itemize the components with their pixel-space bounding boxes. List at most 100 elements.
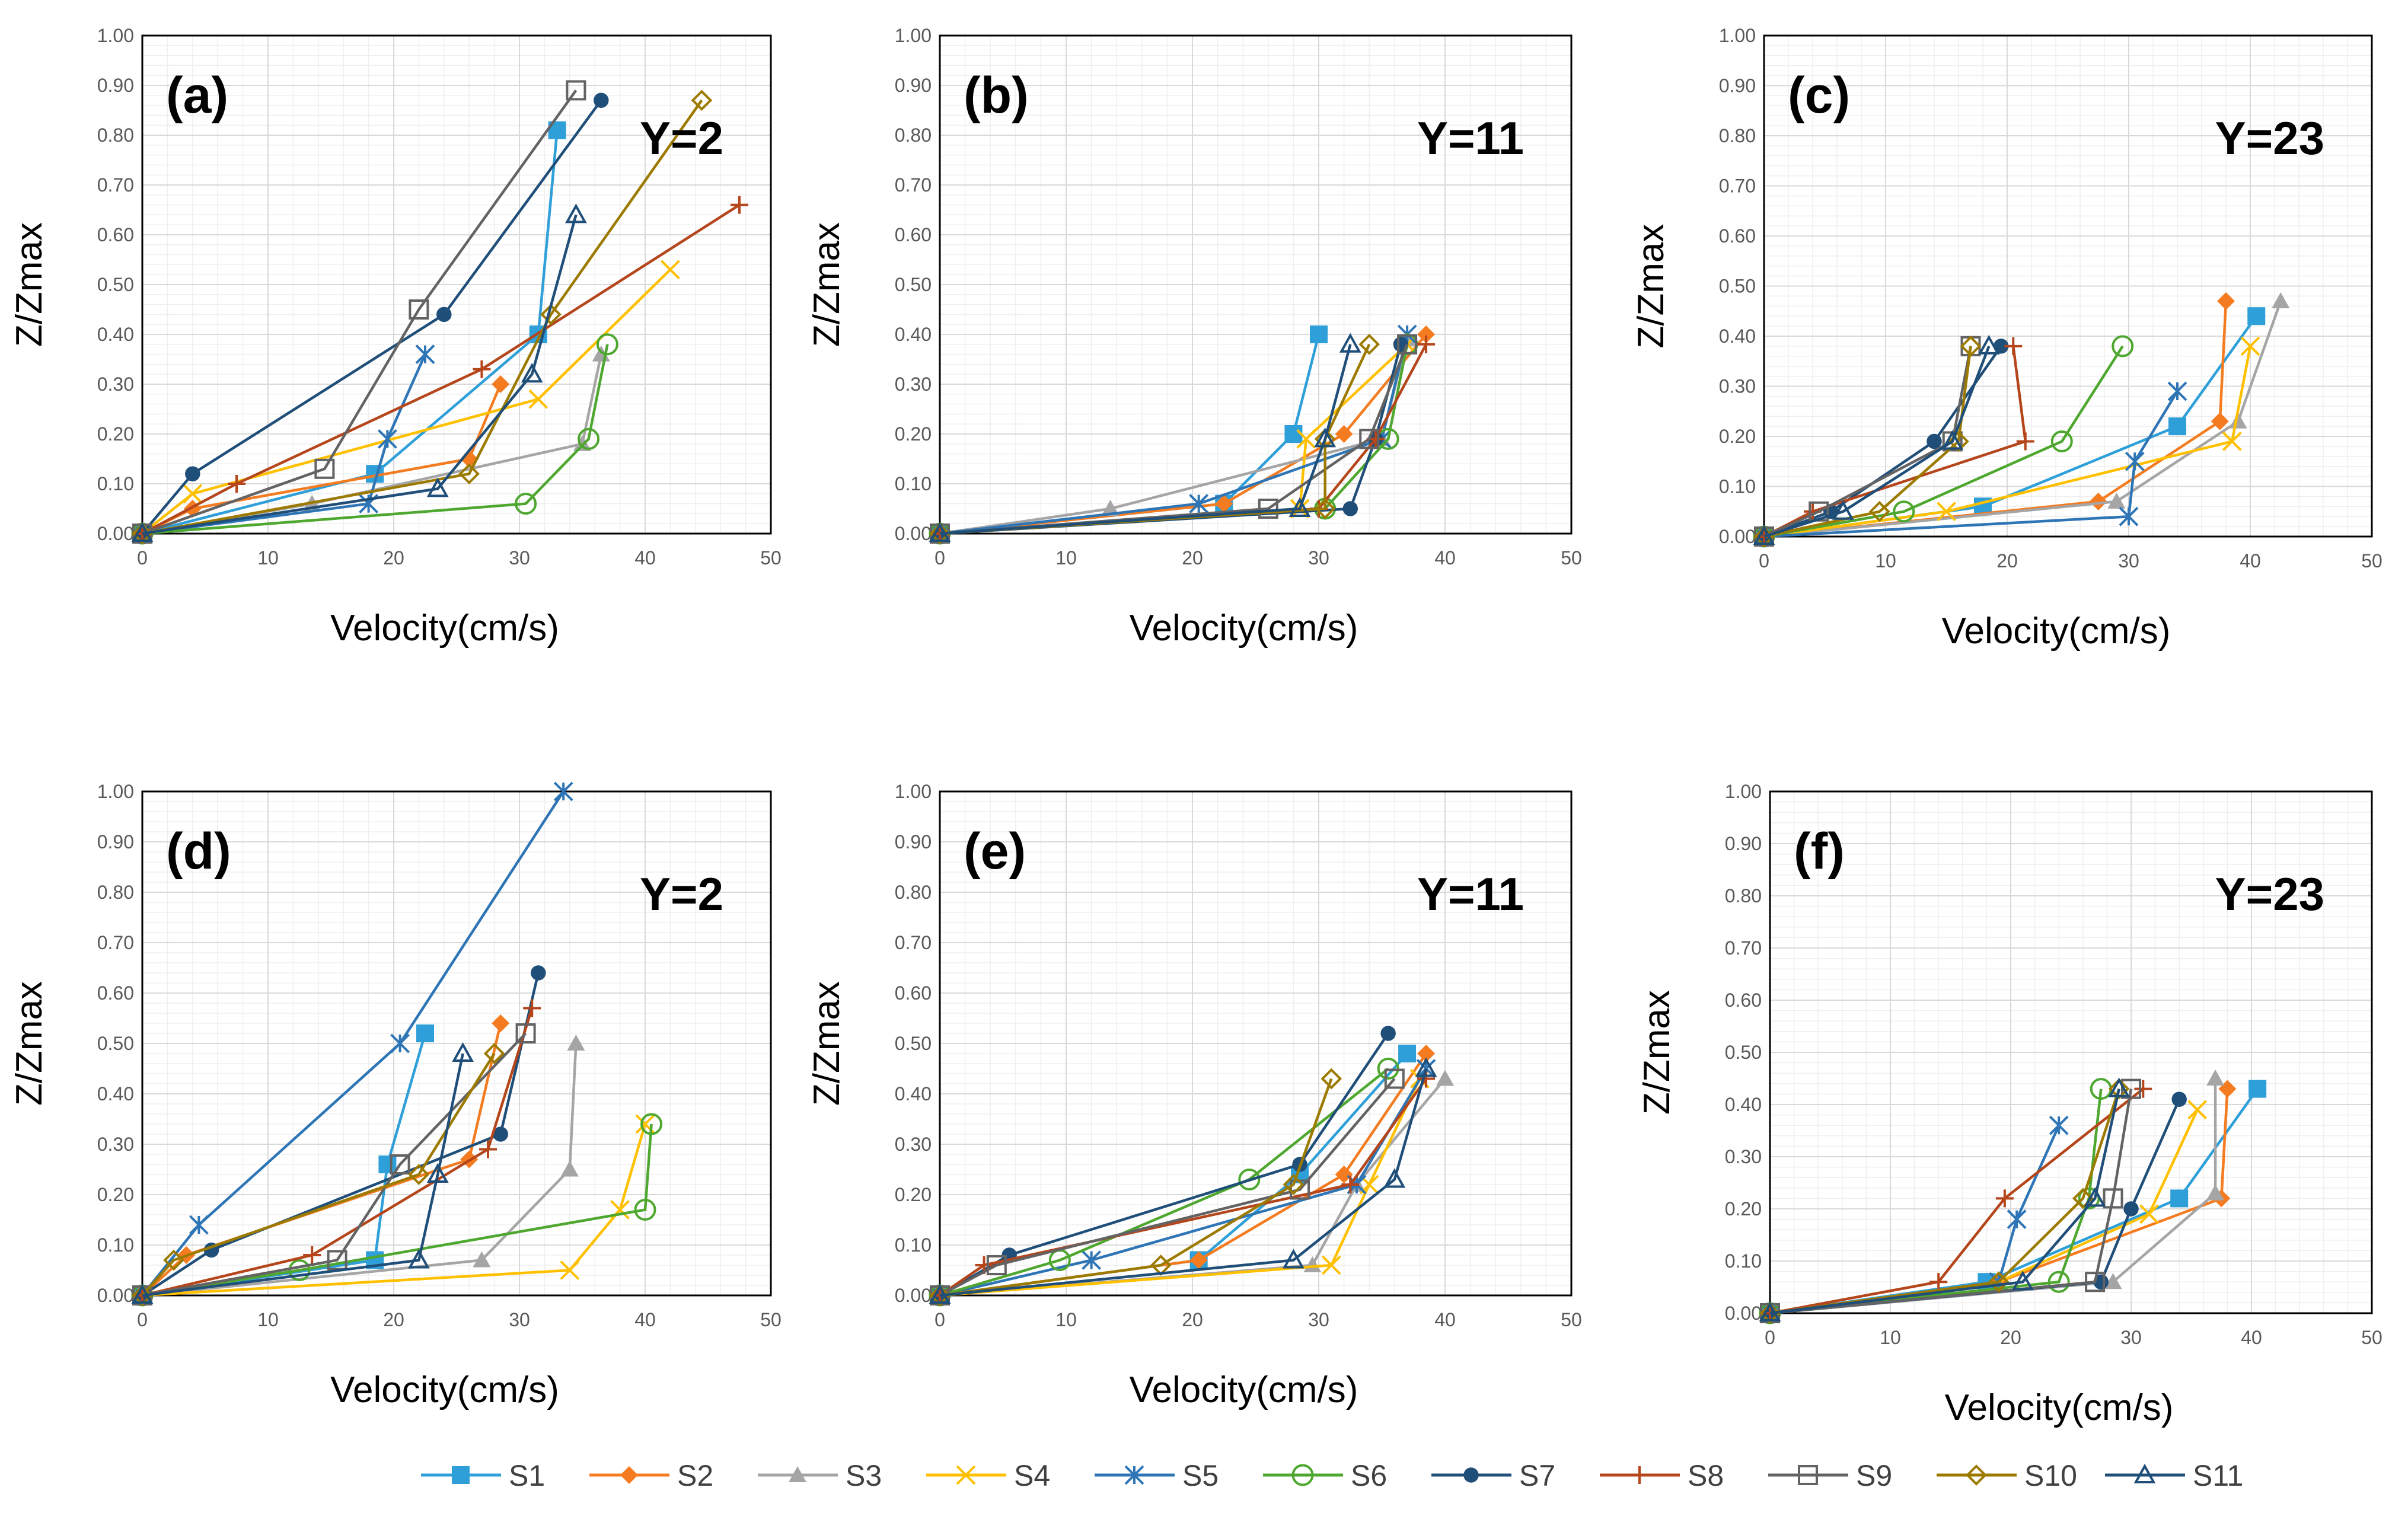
data-point-s8 [1417, 335, 1436, 353]
data-point-s9 [986, 1255, 1007, 1275]
x-axis-title: Velocity(cm/s) [1945, 1387, 2174, 1428]
legend-marker-s11 [2133, 1463, 2156, 1483]
data-point-s9 [390, 1154, 410, 1174]
y-tick-label: 0.00 [1725, 1303, 1762, 1324]
y-tick-label: 0.80 [97, 882, 134, 903]
y-tick-label: 0.20 [895, 423, 932, 445]
panel-label: (e) [964, 823, 1026, 880]
data-point-s1 [2170, 1189, 2189, 1208]
legend-label-s7: S7 [1519, 1459, 1555, 1492]
series-line-s11 [939, 1068, 1428, 1297]
x-tick-label: 50 [2361, 550, 2383, 572]
x-tick-label: 20 [2000, 1327, 2021, 1348]
y-tick-label: 0.20 [1719, 426, 1756, 447]
data-point-s4 [2187, 1100, 2208, 1120]
series-line-s4 [1763, 346, 2252, 538]
data-point-s2 [2089, 492, 2107, 510]
legend-marker-s1 [452, 1466, 470, 1484]
y-tick-label: 0.10 [1719, 476, 1756, 497]
series-line-s6 [1763, 345, 2124, 538]
data-point-s10 [1358, 333, 1380, 355]
series-line-s1 [142, 130, 559, 535]
x-tick-label: 10 [1875, 550, 1896, 572]
x-tick-label: 30 [1308, 1309, 1329, 1330]
data-point-s1 [1398, 1045, 1417, 1062]
y-tick-label: 0.00 [895, 1285, 932, 1306]
data-point-s8 [2016, 432, 2034, 451]
x-tick-label: 10 [257, 547, 279, 569]
position-label: Y=23 [2215, 112, 2324, 164]
series-line-s11 [1769, 1089, 2120, 1315]
y-tick-label: 0.20 [97, 423, 134, 445]
data-point-s5 [390, 1033, 410, 1054]
data-point-s8 [473, 360, 491, 378]
chart-panel: 0 10 20 30 40 50 0.00 0.10 0.20 0.30 0.40 0.50 0.60 0… [806, 25, 1582, 649]
x-axis-title: Velocity(cm/s) [330, 608, 559, 649]
position-label: Y=23 [2215, 868, 2324, 920]
x-tick-label: 50 [760, 547, 782, 569]
data-point-s6 [2047, 1271, 2070, 1293]
data-point-s9 [2085, 1272, 2106, 1292]
y-tick-label: 0.60 [1725, 989, 1762, 1011]
data-point-s9 [1397, 334, 1418, 355]
data-point-s1 [1310, 325, 1328, 343]
x-tick-label: 20 [1996, 550, 2018, 572]
data-point-s11 [929, 522, 951, 542]
x-tick-label: 10 [257, 1309, 279, 1330]
y-tick-label: 0.40 [1725, 1094, 1762, 1115]
data-point-s7 [493, 1126, 508, 1142]
data-point-s10 [1960, 336, 1982, 357]
y-tick-label: 0.60 [1719, 225, 1756, 247]
y-tick-label: 0.80 [1719, 125, 1756, 146]
data-point-s2 [1215, 494, 1233, 513]
series-line-s9 [1763, 346, 1972, 538]
data-point-s11 [1753, 525, 1775, 545]
data-point-s5 [189, 1215, 209, 1235]
position-label: Y=2 [640, 868, 723, 920]
data-point-s6 [515, 493, 537, 515]
y-tick-label: 0.90 [97, 831, 134, 853]
y-tick-label: 1.00 [97, 25, 134, 46]
data-point-s5 [1189, 494, 1209, 514]
y-tick-label: 0.90 [1725, 833, 1762, 854]
data-point-s8 [479, 1140, 497, 1158]
y-tick-label: 0.00 [895, 523, 932, 544]
data-point-s11 [929, 1284, 951, 1304]
series-line-s11 [1763, 346, 1991, 538]
x-tick-label: 0 [935, 547, 945, 569]
data-point-s11 [1941, 430, 1964, 450]
x-tick-label: 30 [2120, 1327, 2142, 1348]
x-tick-label: 20 [1182, 1309, 1203, 1330]
y-tick-label: 0.30 [895, 1134, 932, 1155]
data-point-s5 [415, 344, 435, 365]
plot-border [141, 34, 772, 535]
data-point-s9 [1384, 1068, 1405, 1089]
data-point-s7 [436, 307, 452, 323]
x-axis-title: Velocity(cm/s) [1130, 608, 1358, 649]
data-point-s2 [2217, 292, 2235, 310]
series-line-s10 [939, 1078, 1333, 1297]
y-tick-label: 0.40 [97, 324, 134, 345]
position-label: Y=11 [1417, 868, 1524, 920]
data-point-s1 [2247, 307, 2266, 325]
data-point-s2 [1335, 1166, 1353, 1183]
data-point-s1 [2168, 417, 2186, 436]
y-tick-label: 1.00 [1719, 25, 1756, 46]
data-point-s4 [2139, 1204, 2159, 1224]
series-line-s10 [142, 99, 703, 535]
series-line-s2 [939, 333, 1427, 535]
x-tick-label: 30 [2118, 550, 2139, 572]
y-tick-label: 1.00 [895, 25, 932, 46]
y-tick-label: 0.50 [1719, 276, 1756, 297]
y-tick-label: 0.50 [97, 274, 134, 295]
y-tick-label: 0.50 [97, 1033, 134, 1054]
y-tick-label: 0.30 [97, 1134, 134, 1155]
x-tick-label: 20 [383, 547, 404, 569]
y-tick-label: 0.20 [895, 1184, 932, 1205]
data-point-s6 [1238, 1169, 1261, 1190]
data-point-s3 [1101, 500, 1120, 516]
series-line-s5 [1763, 390, 2179, 538]
data-point-s10 [1314, 428, 1336, 450]
x-tick-label: 30 [1308, 547, 1329, 569]
